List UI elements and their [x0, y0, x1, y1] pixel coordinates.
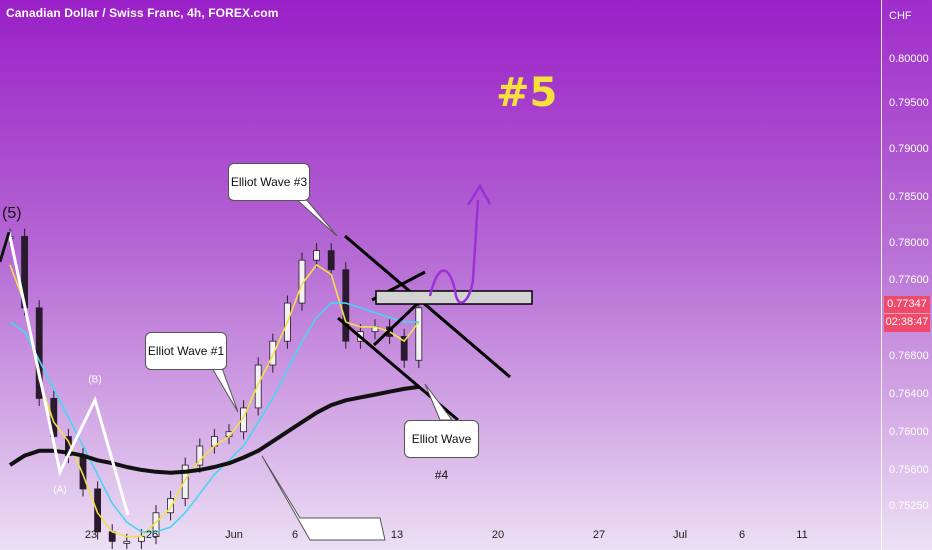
- last-price-badge: 0.77347 02:38:47: [884, 296, 930, 332]
- date-tick: 6: [738, 529, 746, 541]
- projection-arrow-head: [466, 183, 492, 206]
- chart-title: Canadian Dollar / Swiss Franc, 4h, FOREX…: [6, 6, 279, 20]
- channel-upper-line: [344, 234, 511, 379]
- date-tick: 27: [592, 529, 606, 541]
- price-tick: 0.76000: [889, 426, 929, 438]
- callout-4-pointer: [424, 383, 453, 421]
- bar-countdown: 02:38:47: [885, 316, 929, 328]
- date-tick: 11: [796, 529, 808, 541]
- resistance-zone: [375, 290, 533, 305]
- candle-body: [94, 488, 101, 533]
- candle-body: [415, 307, 423, 361]
- price-tick: 0.75250: [889, 500, 929, 512]
- candle-body: [79, 455, 87, 490]
- price-tick: 0.79500: [889, 97, 929, 109]
- date-tick: Jul: [672, 529, 688, 541]
- callout-wave-1[interactable]: Elliot Wave #1: [145, 332, 227, 370]
- ema-fast-line: [9, 264, 420, 538]
- date-tick: 20: [491, 529, 505, 541]
- candle-body: [298, 259, 306, 304]
- price-tick: 0.76400: [889, 388, 929, 400]
- candle-body: [240, 407, 248, 433]
- callout-wave-4[interactable]: Elliot Wave #4: [404, 420, 479, 482]
- callout-wave-3[interactable]: Elliot Wave #3: [228, 163, 310, 201]
- wave-b-label: (B): [88, 374, 102, 386]
- price-tick: 0.79000: [889, 143, 929, 155]
- candle-body: [313, 250, 321, 261]
- callout-3-pointer: [293, 197, 338, 237]
- ema-slow-line: [8, 384, 420, 475]
- candle-body: [167, 498, 175, 514]
- candle-body: [342, 269, 350, 342]
- callout-partial: [261, 455, 386, 541]
- wave-zigzag: [0, 231, 130, 516]
- candle-body: [196, 445, 204, 466]
- price-axis[interactable]: [881, 0, 932, 550]
- price-tick: 0.76800: [889, 350, 929, 362]
- candle-body: [254, 364, 262, 409]
- price-tick: 0.77600: [889, 274, 929, 286]
- projection-path: [428, 199, 480, 304]
- date-tick: Jun: [225, 529, 243, 541]
- date-tick: 13: [390, 529, 404, 541]
- watermark-label: #5: [496, 70, 558, 116]
- wave-a-label: (A): [53, 484, 67, 496]
- currency-label: CHF: [889, 10, 912, 22]
- candle-body: [181, 464, 189, 499]
- last-price: 0.77347: [887, 298, 927, 310]
- candle-body: [123, 540, 131, 544]
- candle-body: [269, 340, 277, 366]
- date-tick: 26: [145, 529, 159, 541]
- price-tick: 0.78000: [889, 237, 929, 249]
- price-tick: 0.78500: [889, 191, 929, 203]
- candle-body: [400, 336, 408, 361]
- callout-1-pointer: [211, 367, 239, 413]
- badge-divider: [884, 313, 930, 314]
- wave-5-label: (5): [2, 205, 22, 222]
- price-tick: 0.75600: [889, 464, 929, 476]
- price-axis-border: [881, 0, 882, 550]
- candle-body: [327, 250, 335, 271]
- price-tick: 0.80000: [889, 53, 929, 65]
- date-tick: 23: [84, 529, 98, 541]
- date-tick: 6: [291, 529, 299, 541]
- wave-5-segment: [0, 231, 11, 263]
